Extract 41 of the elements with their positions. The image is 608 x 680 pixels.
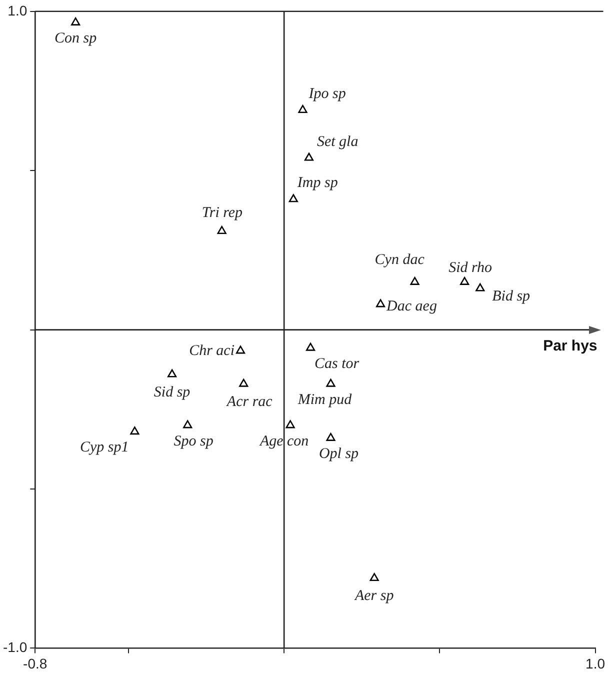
point [306, 342, 316, 351]
point [236, 346, 246, 354]
point [286, 420, 295, 428]
point [460, 276, 470, 285]
point [326, 378, 336, 387]
y-tick-label: -1.0 [3, 639, 28, 656]
ref-line-label: Par hys [543, 337, 598, 354]
annotation: Tri rep [202, 205, 244, 222]
annotation: Opl sp [318, 446, 360, 462]
annotation: Cas tor [314, 356, 360, 372]
annotation: Imp sp [296, 175, 338, 192]
point [168, 369, 177, 378]
annotation: Dac aeg [386, 298, 438, 314]
point [376, 299, 386, 308]
x-tick-label: -0.8 [23, 655, 48, 672]
annotation: Sid rho [448, 260, 493, 276]
point [476, 283, 485, 292]
annotation: Sid sp [154, 384, 191, 400]
point [298, 104, 308, 114]
annotation: Acr rac [226, 394, 273, 410]
annotation: Chr aci [189, 342, 235, 359]
point [217, 226, 226, 234]
annotation: Cyn dac [374, 252, 425, 268]
point [288, 194, 298, 202]
point [410, 276, 420, 285]
point [71, 17, 80, 26]
annotation: Set gla [316, 134, 358, 150]
point [239, 378, 248, 387]
annotation: Bid sp [492, 288, 531, 304]
point [183, 420, 192, 428]
annotation: Aer sp [354, 588, 394, 604]
point [304, 152, 314, 161]
annotation: Ipo sp [308, 86, 346, 102]
annotation: Con sp [54, 30, 98, 46]
annotation: Cyp sp1 [80, 440, 129, 456]
annotation: Mim pud [296, 392, 352, 408]
point [370, 573, 379, 582]
point [130, 426, 140, 435]
annotation: Spo sp [174, 433, 214, 450]
annotation: Age con [258, 433, 309, 450]
point [326, 432, 336, 441]
